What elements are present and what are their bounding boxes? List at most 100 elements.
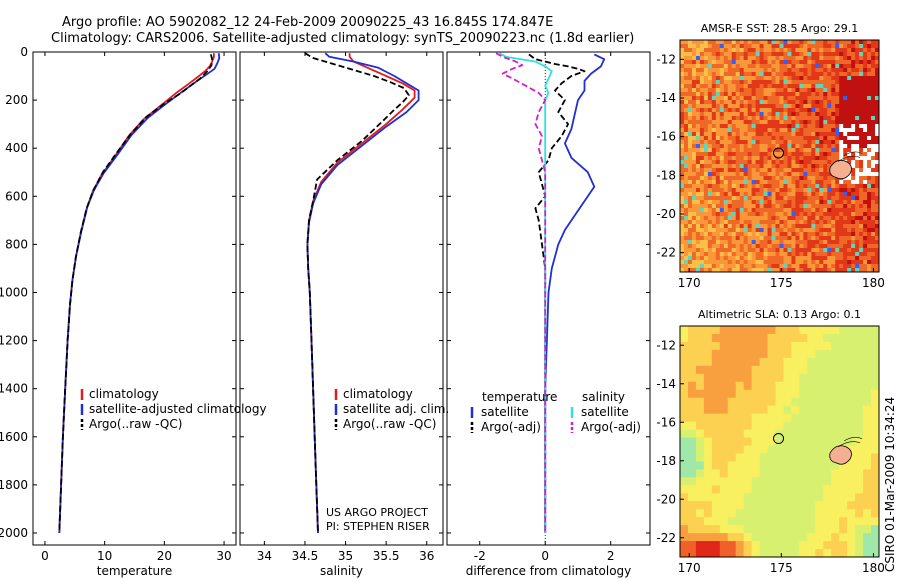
sla-map-cell xyxy=(871,509,880,518)
sst-map-cell xyxy=(739,244,745,249)
sst-map-cell xyxy=(867,228,872,233)
sst-map-cell xyxy=(823,168,828,173)
sst-map-cell xyxy=(747,268,753,273)
sla-map-cell xyxy=(687,381,697,391)
sla-map-cell xyxy=(815,397,824,407)
sla-map-cell xyxy=(863,421,872,430)
salinity-profile-xtick-label-3: 35.5 xyxy=(373,549,400,563)
sla-map-cell xyxy=(831,493,840,502)
sla-map-cell xyxy=(711,421,721,430)
sst-map-cell xyxy=(715,48,721,53)
sst-map-cell xyxy=(783,144,788,149)
sst-map-cell xyxy=(871,192,876,197)
sla-map-cell xyxy=(735,357,745,367)
sst-map-cell xyxy=(691,264,697,269)
sst-map-cell xyxy=(815,208,820,213)
sst-map-cell xyxy=(795,40,800,45)
sst-map-cell xyxy=(771,80,776,85)
sst-map-cell xyxy=(783,220,788,225)
sst-map-cell xyxy=(791,192,796,197)
sst-map-cell xyxy=(851,184,856,189)
sst-map-cell xyxy=(855,120,860,125)
sst-map-cell xyxy=(743,204,749,209)
sst-map-cell xyxy=(823,156,828,161)
sla-map-cell xyxy=(831,381,840,391)
sst-map-cell xyxy=(875,168,880,173)
sla-map-cell xyxy=(727,501,737,510)
sla-map-cell xyxy=(695,477,705,486)
sst-map-cell xyxy=(851,204,856,209)
sst-map-cell xyxy=(819,44,824,49)
sst-map-cell xyxy=(759,244,764,249)
sla-map-cell xyxy=(839,405,848,415)
sst-map-cell xyxy=(787,128,792,133)
sst-map-cell xyxy=(719,252,725,257)
sst-map-cell xyxy=(727,160,733,165)
sst-map-cell xyxy=(839,40,844,45)
sst-map-cell xyxy=(779,108,784,113)
sst-map-cell xyxy=(827,164,832,169)
sst-map-cell xyxy=(683,148,689,153)
sst-map-cell xyxy=(763,148,768,153)
sst-map-cell xyxy=(727,112,733,117)
sst-map-cell xyxy=(680,44,685,49)
sst-map-coast xyxy=(837,151,863,162)
sst-map-cell xyxy=(867,184,872,189)
sst-map-cell xyxy=(755,120,760,125)
sla-map-cell xyxy=(687,477,697,486)
sst-map-cell xyxy=(819,140,824,145)
sst-map-cell xyxy=(747,112,753,117)
sst-map-cell xyxy=(827,60,832,65)
sla-map-cell xyxy=(759,341,768,351)
sst-map-cell xyxy=(735,52,741,57)
sla-map-cell xyxy=(687,549,697,558)
sst-map-cell xyxy=(851,164,856,169)
sst-map-cell xyxy=(867,48,872,53)
sst-map-cell xyxy=(775,184,780,189)
sst-map-cell xyxy=(771,172,776,177)
sla-map-cell xyxy=(767,469,776,478)
sla-map-cell xyxy=(759,501,768,510)
sst-map-cell xyxy=(787,156,792,161)
sst-map-cell xyxy=(779,40,784,45)
sst-map-cell xyxy=(779,232,784,237)
sst-map-cell xyxy=(691,236,697,241)
sla-map-cell xyxy=(703,541,713,550)
sst-map-cell xyxy=(855,136,860,141)
sla-map-cell xyxy=(791,389,800,399)
sst-map-cell xyxy=(823,80,828,85)
sst-map-cell xyxy=(695,52,701,57)
sst-map-cell xyxy=(707,56,713,61)
sst-map-cell xyxy=(723,240,729,245)
sst-map-cell xyxy=(791,152,796,157)
sla-map-cell xyxy=(703,326,713,335)
sla-map-cell xyxy=(799,533,808,542)
sst-map-cell xyxy=(767,144,772,149)
sst-map-cell xyxy=(863,224,868,229)
sla-map-coast xyxy=(837,437,863,448)
sst-map-cell xyxy=(807,144,812,149)
sst-map-cell xyxy=(859,80,864,85)
sst-map-cell xyxy=(703,188,709,193)
sla-map-cell xyxy=(815,461,824,470)
sst-map-cell xyxy=(680,168,685,173)
sst-map-cell xyxy=(747,144,753,149)
sst-map-cell xyxy=(695,152,701,157)
sst-map-ytick-label-4: -20 xyxy=(656,207,676,221)
sst-map-cell xyxy=(799,116,804,121)
sla-map-cell xyxy=(719,461,729,470)
sst-map-cell xyxy=(827,128,832,133)
sst-map-cell xyxy=(703,116,709,121)
sst-map-cell xyxy=(863,168,868,173)
sst-map-cell xyxy=(863,120,868,125)
sst-map-cell xyxy=(827,180,832,185)
sst-map-cell xyxy=(719,268,725,273)
sst-map-cell xyxy=(787,108,792,113)
sla-map-cell xyxy=(847,509,856,518)
sst-map-cell xyxy=(791,92,796,97)
sla-map-cell xyxy=(799,437,808,446)
sla-map-cell xyxy=(767,405,776,415)
sst-map-cell xyxy=(823,216,828,221)
sst-map-cell xyxy=(783,52,788,57)
temperature-profile-ytick-label-4: 800 xyxy=(5,237,28,251)
